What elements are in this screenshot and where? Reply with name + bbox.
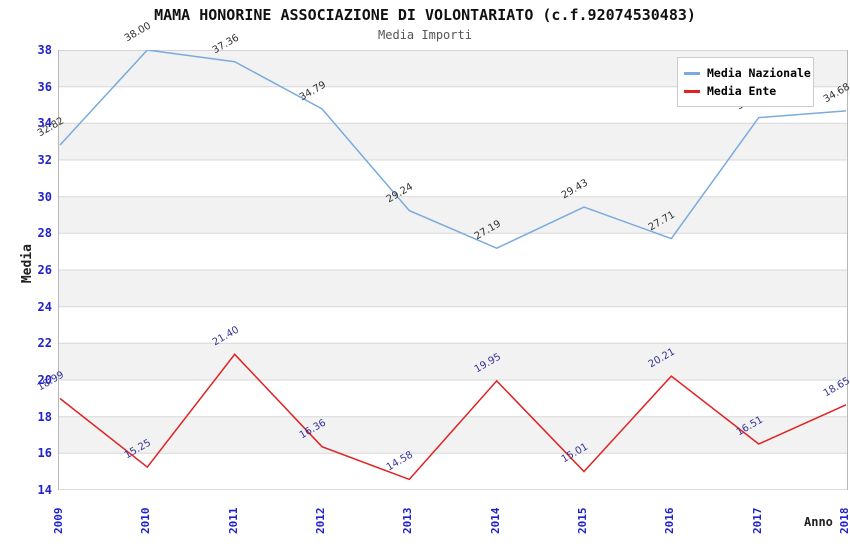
legend-item: Media Nazionale — [684, 64, 811, 82]
x-tick-label: 2018 — [838, 507, 850, 535]
x-tick-label: 2016 — [663, 507, 677, 535]
series-lines-svg — [58, 50, 848, 490]
y-tick-label: 32 — [37, 153, 52, 167]
y-tick-label: 36 — [37, 79, 52, 94]
legend-line-icon — [684, 89, 700, 93]
chart-title: MAMA HONORINE ASSOCIAZIONE DI VOLONTARIA… — [154, 6, 696, 24]
y-tick-label: 16 — [37, 446, 52, 461]
legend-label: Media Ente — [707, 84, 777, 98]
x-tick-label: 2015 — [576, 507, 589, 535]
x-axis-title: Anno — [804, 515, 833, 529]
y-tick-label: 28 — [37, 226, 52, 241]
y-tick-label: 14 — [37, 483, 52, 497]
legend-item: Media Ente — [684, 82, 808, 100]
chart-subtitle: Media Importi — [378, 28, 472, 42]
x-tick-label: 2012 — [314, 507, 327, 535]
x-tick-label: 2011 — [226, 507, 240, 535]
x-tick-label: 2013 — [401, 507, 415, 535]
series-line — [59, 50, 847, 250]
series-line — [59, 353, 847, 481]
legend: Media Nazionale Media Ente — [677, 57, 814, 107]
y-tick-label: 26 — [37, 263, 52, 277]
x-tick-label: 2014 — [488, 507, 502, 535]
legend-label: Media Nazionale — [707, 66, 811, 80]
y-tick-label: 18 — [37, 409, 52, 424]
y-tick-label: 20 — [37, 373, 52, 387]
plot-area — [58, 50, 848, 490]
x-tick-label: 2010 — [139, 507, 153, 535]
x-tick-label: 2017 — [750, 507, 764, 535]
y-tick-label: 30 — [37, 189, 52, 204]
y-tick-label: 24 — [37, 299, 52, 314]
y-tick-label: 34 — [37, 116, 52, 131]
legend-line-icon — [684, 71, 700, 75]
y-tick-label: 38 — [37, 43, 52, 57]
x-tick-label: 2009 — [52, 507, 65, 535]
y-tick-label: 22 — [37, 336, 52, 351]
